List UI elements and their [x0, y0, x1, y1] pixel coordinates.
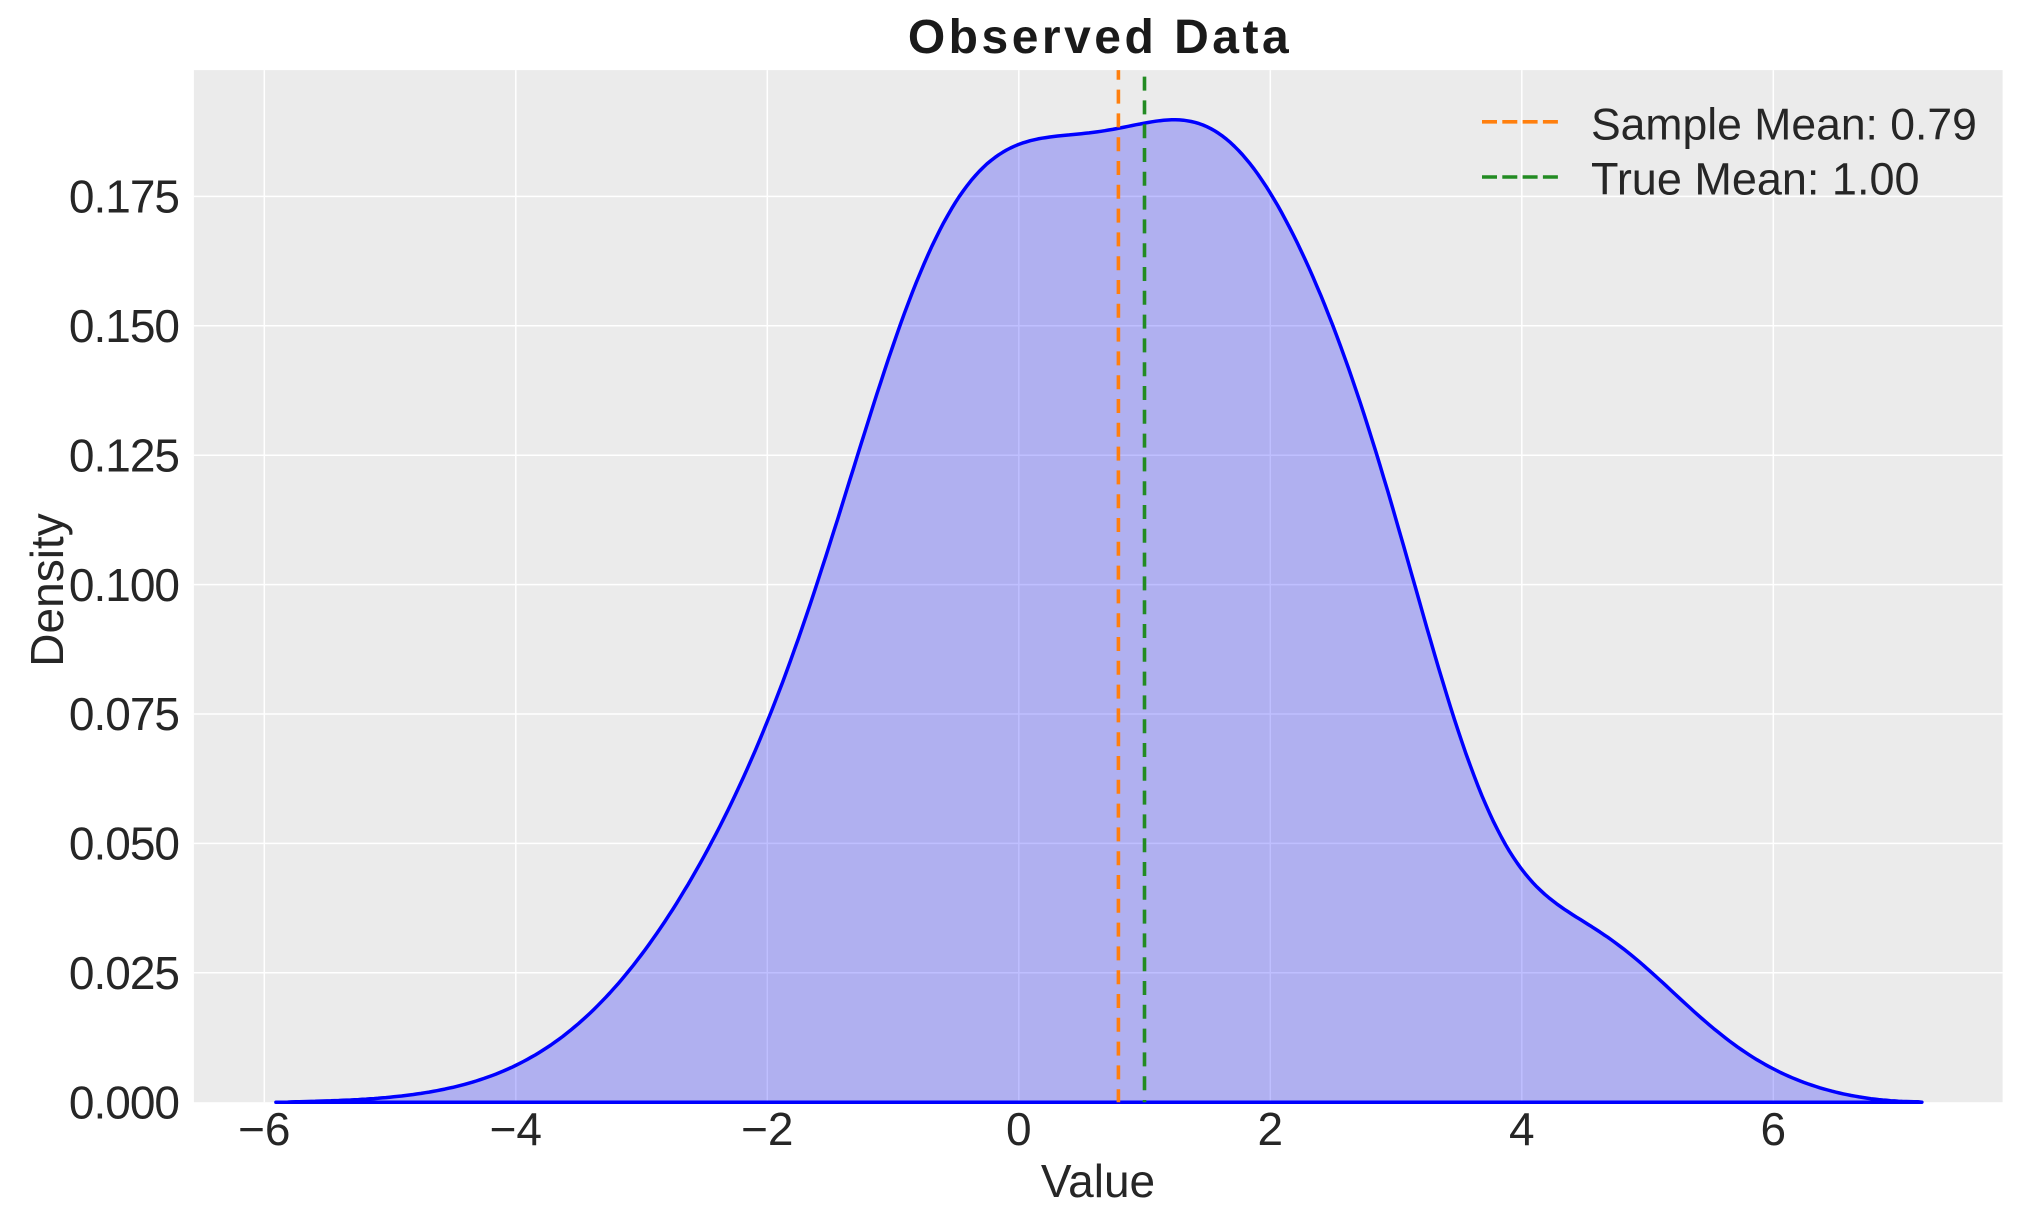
svg-text:0.075: 0.075 — [69, 688, 179, 740]
svg-text:Value: Value — [1041, 1155, 1155, 1207]
svg-text:Observed Data: Observed Data — [908, 11, 1292, 64]
svg-text:True Mean: 1.00: True Mean: 1.00 — [1591, 154, 1920, 205]
svg-text:6: 6 — [1761, 1103, 1787, 1155]
svg-text:0: 0 — [1006, 1103, 1032, 1155]
svg-text:0.000: 0.000 — [69, 1076, 179, 1128]
svg-text:0.150: 0.150 — [69, 300, 179, 352]
svg-text:−4: −4 — [490, 1103, 542, 1155]
svg-text:Density: Density — [21, 513, 73, 666]
svg-text:0.175: 0.175 — [69, 171, 179, 223]
svg-text:4: 4 — [1509, 1103, 1535, 1155]
svg-text:2: 2 — [1258, 1103, 1284, 1155]
svg-text:0.125: 0.125 — [69, 429, 179, 481]
svg-text:−2: −2 — [741, 1103, 793, 1155]
svg-text:0.050: 0.050 — [69, 818, 179, 870]
svg-text:0.100: 0.100 — [69, 559, 179, 611]
svg-text:Sample Mean: 0.79: Sample Mean: 0.79 — [1591, 101, 1977, 150]
svg-text:−6: −6 — [238, 1103, 290, 1155]
svg-text:0.025: 0.025 — [69, 947, 179, 999]
